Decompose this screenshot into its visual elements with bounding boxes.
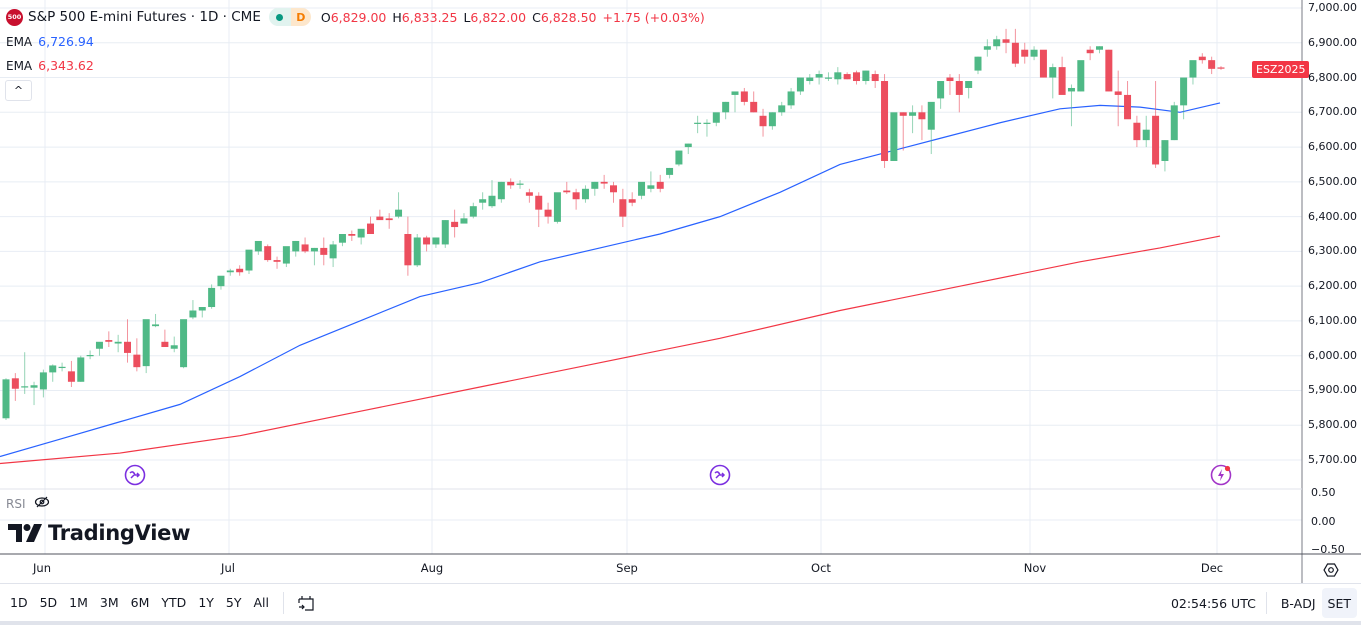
rsi-axis-label: −0.50 [1311, 543, 1345, 556]
range-5y-button[interactable]: 5Y [225, 595, 242, 610]
ema-value: 6,726.94 [38, 34, 94, 49]
rsi-axis-label: 0.50 [1311, 486, 1336, 499]
price-change: +1.75 (+0.03%) [602, 9, 705, 25]
price-axis-label: 7,000.00 [1308, 1, 1357, 14]
range-1m-button[interactable]: 1M [69, 595, 88, 610]
ema-value: 6,343.62 [38, 58, 94, 73]
time-axis-label: Sep [616, 561, 638, 575]
range-5d-button[interactable]: 5D [39, 595, 58, 610]
session-button[interactable]: SET [1321, 588, 1357, 618]
back-adjust-button[interactable]: B-ADJ [1280, 595, 1316, 611]
price-axis-label: 6,400.00 [1308, 209, 1357, 223]
eye-hidden-icon[interactable] [34, 496, 50, 511]
time-axis-label: Aug [420, 561, 444, 575]
current-price-tag: ESZ2025 [1252, 61, 1310, 78]
rsi-axis-label: 0.00 [1311, 515, 1336, 528]
chart-settings-button[interactable] [1318, 559, 1344, 581]
tradingview-logo-icon [8, 524, 42, 542]
time-axis-label: Oct [811, 561, 831, 575]
ema-label: EMA [6, 34, 33, 49]
ema-legend-2[interactable]: EMA 6,343.62 [6, 58, 94, 73]
price-axis-label: 6,700.00 [1308, 105, 1357, 119]
market-open-dot-icon [268, 8, 291, 26]
market-status-pill[interactable]: D [268, 8, 311, 26]
tradingview-logo[interactable]: TradingView [8, 521, 190, 545]
collapse-legend-button[interactable]: ^ [5, 80, 32, 101]
range-ytd-button[interactable]: YTD [161, 595, 187, 610]
price-axis-label: 6,200.00 [1308, 279, 1357, 293]
utc-clock[interactable]: 02:54:56 UTC [1170, 595, 1256, 611]
ohlc-close: C6,828.50 [532, 9, 597, 25]
dividend-event-icon[interactable] [124, 464, 146, 486]
time-axis-label: Dec [1200, 561, 1224, 575]
price-axis-label: 6,500.00 [1308, 174, 1357, 188]
price-axis-label: 6,300.00 [1308, 244, 1357, 258]
symbol-legend: 500 S&P 500 E-mini Futures · 1D · CME D … [6, 8, 711, 26]
time-axis-label: Jul [221, 561, 235, 575]
price-axis-label: 6,600.00 [1308, 140, 1357, 154]
toolbar-divider [283, 591, 284, 614]
bottom-strip [0, 621, 1361, 625]
symbol-logo: 500 [6, 8, 23, 26]
time-axis-label: Jun [33, 561, 51, 575]
toolbar-divider [1265, 592, 1267, 614]
ema-label: EMA [6, 58, 33, 73]
calendar-goto-icon [298, 595, 314, 611]
bottom-toolbar-right: 02:54:56 UTC B-ADJ SET [1161, 584, 1361, 622]
price-axis-label: 6,900.00 [1308, 35, 1357, 49]
rsi-label: RSI [6, 496, 26, 511]
symbol-title[interactable]: S&P 500 E-mini Futures · 1D · CME [28, 9, 261, 25]
interval-badge: D [290, 8, 311, 26]
price-axis-label: 5,900.00 [1308, 383, 1357, 397]
ohlc-high: H6,833.25 [392, 9, 458, 25]
go-to-date-button[interactable] [290, 589, 322, 617]
range-1y-button[interactable]: 1Y [198, 595, 214, 610]
rsi-legend[interactable]: RSI [6, 496, 50, 511]
time-axis-label: Nov [1023, 561, 1047, 575]
price-axis-label: 5,700.00 [1308, 453, 1357, 466]
settings-gear-icon [1323, 563, 1339, 577]
ohlc-open: O6,829.00 [320, 9, 387, 25]
range-6m-button[interactable]: 6M [130, 595, 150, 610]
dividend-event-icon[interactable] [709, 464, 731, 486]
price-axis-label: 6,100.00 [1308, 313, 1357, 327]
ohlc-low: L6,822.00 [463, 9, 527, 25]
ema-legend-1[interactable]: EMA 6,726.94 [6, 34, 94, 49]
price-axis-label: 6,000.00 [1308, 348, 1357, 362]
price-axis-label: 5,800.00 [1308, 418, 1357, 432]
chevron-up-icon: ^ [13, 84, 24, 97]
price-axis-label: 6,800.00 [1308, 70, 1357, 84]
range-1d-button[interactable]: 1D [10, 595, 28, 610]
earnings-flash-icon[interactable] [1210, 464, 1232, 486]
range-3m-button[interactable]: 3M [99, 595, 119, 610]
range-all-button[interactable]: All [253, 595, 270, 610]
bottom-toolbar: 1D 5D 1M 3M 6M YTD 1Y 5Y All 02:54:56 UT… [0, 583, 1361, 621]
